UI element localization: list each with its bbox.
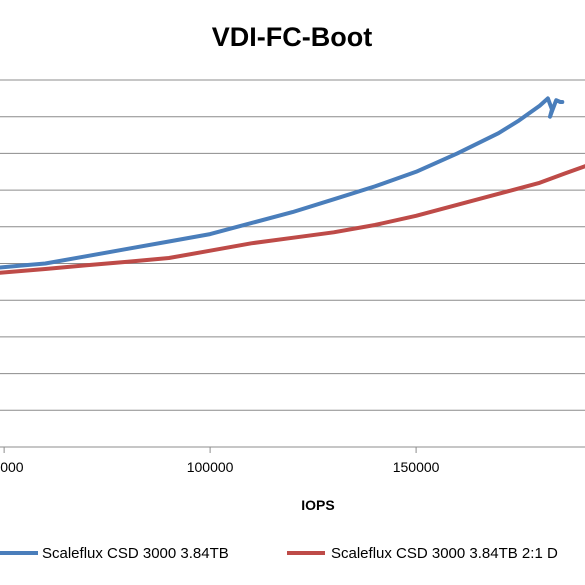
chart-title: VDI-FC-Boot bbox=[212, 22, 372, 52]
axes bbox=[0, 446, 585, 453]
gridlines bbox=[0, 79, 585, 411]
x-tick-label: 50000 bbox=[0, 459, 24, 475]
series-line-2 bbox=[0, 164, 585, 275]
x-tick-label: 100000 bbox=[187, 459, 234, 475]
x-axis-title: IOPS bbox=[301, 497, 334, 513]
legend-label: Scaleflux CSD 3000 3.84TB bbox=[42, 545, 229, 562]
x-tick-labels: 50000 100000 150000 bbox=[0, 459, 440, 475]
series-lines bbox=[0, 96, 585, 275]
legend-item-2: Scaleflux CSD 3000 3.84TB 2:1 D bbox=[287, 545, 558, 562]
legend-item-1: Scaleflux CSD 3000 3.84TB bbox=[0, 545, 229, 562]
x-tick-label: 150000 bbox=[393, 459, 440, 475]
legend-label: Scaleflux CSD 3000 3.84TB 2:1 D bbox=[331, 545, 558, 562]
legend: Scaleflux CSD 3000 3.84TB Scaleflux CSD 3… bbox=[0, 545, 558, 562]
series-line-1 bbox=[0, 96, 565, 270]
